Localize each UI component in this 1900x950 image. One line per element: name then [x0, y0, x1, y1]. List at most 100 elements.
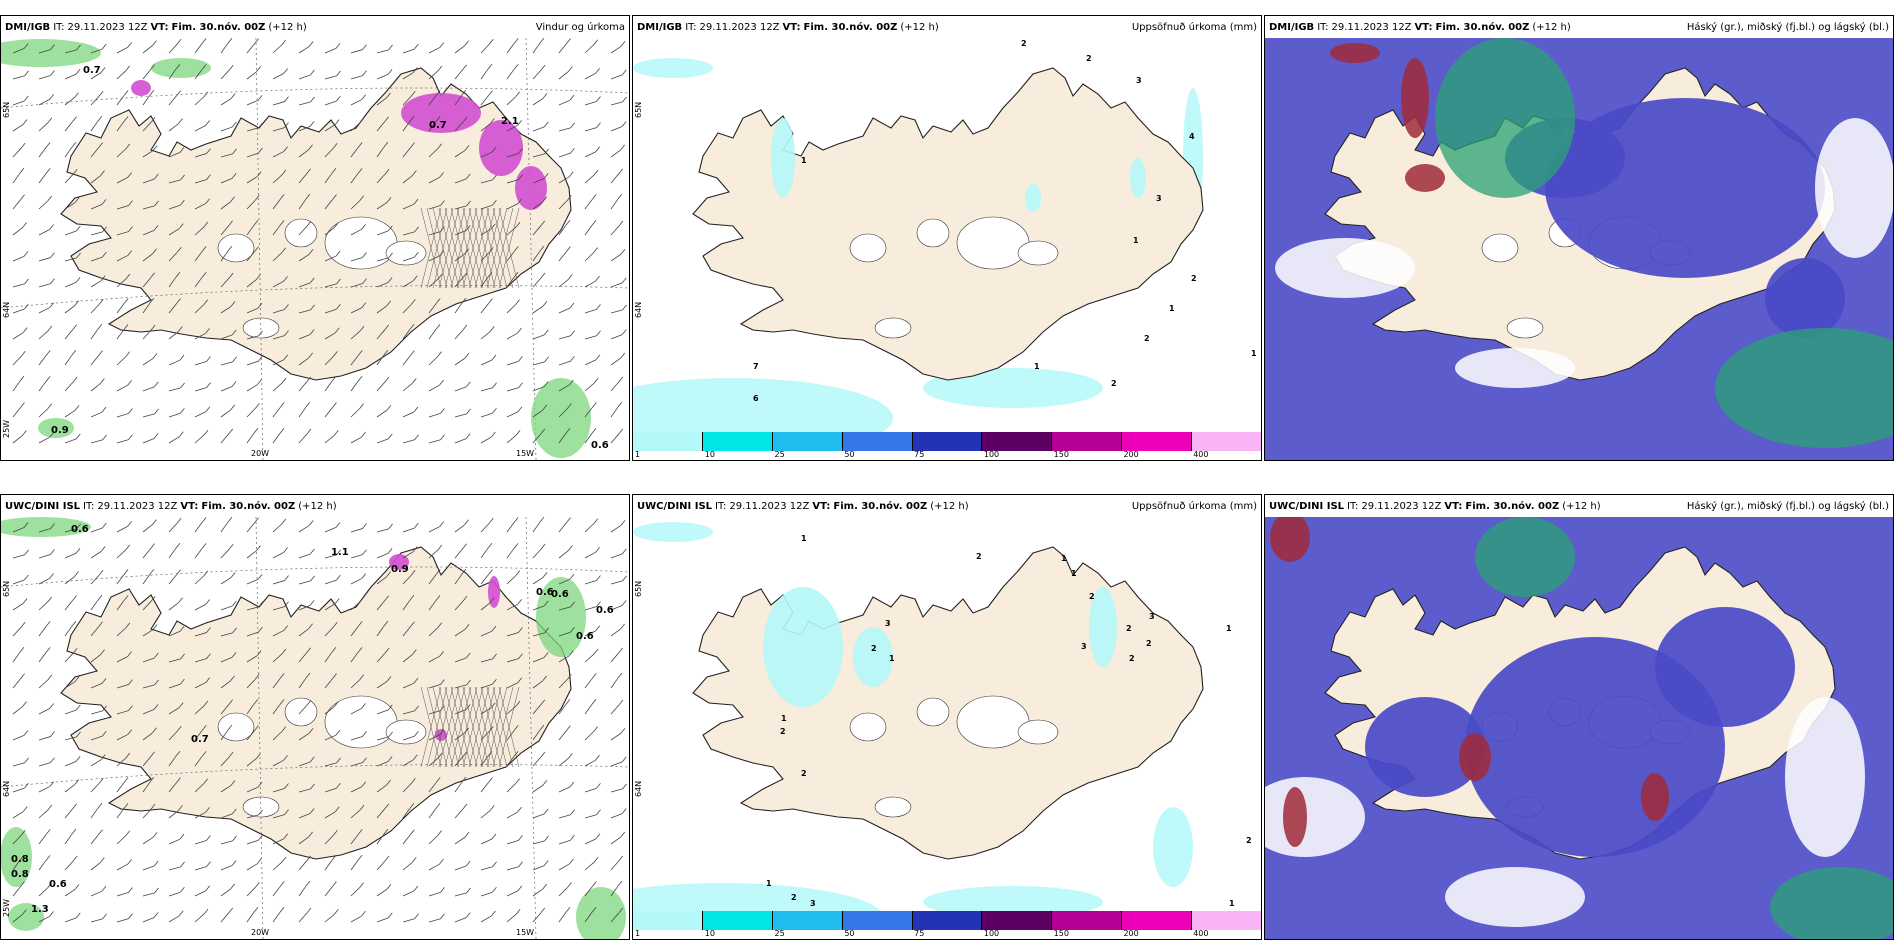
- value-label: 1: [1034, 362, 1040, 371]
- precip-colorbar: [633, 432, 1261, 452]
- valid-time: Fim. 30.nóv. 00Z: [171, 21, 266, 33]
- iceland-coastline: [692, 67, 1204, 381]
- axis-label: 64N: [2, 781, 11, 797]
- cloud-clear: [1275, 238, 1415, 298]
- panel-wind-uwc: UWC/DINI ISL IT: 29.11.2023 12Z VT: Fim.…: [0, 494, 630, 940]
- value-label: 1.3: [31, 904, 49, 915]
- glacier-patch: [324, 695, 398, 749]
- axis-label: 65N: [2, 581, 11, 597]
- panel-cloud-uwc: UWC/DINI ISL IT: 29.11.2023 12Z VT: Fim.…: [1264, 494, 1894, 940]
- panel-title: Uppsöfnuð úrkoma (mm): [1131, 21, 1257, 33]
- precip-band: [763, 587, 843, 707]
- map-cloud[interactable]: [1265, 38, 1893, 460]
- glacier-patch: [1481, 233, 1519, 263]
- value-label: 1: [889, 654, 895, 663]
- value-label: 4: [1189, 132, 1195, 141]
- value-label: 2: [801, 769, 807, 778]
- wind-barbs: [12, 517, 627, 923]
- colorbar-tick-label: 25: [774, 450, 785, 459]
- colorbar-tick-label: 200: [1123, 450, 1139, 459]
- map-precip[interactable]: 2 2 3 4 3 1 2 1 1 1 2 2 7 6 1 65N 64N: [633, 38, 1261, 460]
- cloud-high: [1475, 517, 1575, 597]
- cloud-high: [1715, 328, 1893, 448]
- panel-header: DMI/IGB IT: 29.11.2023 12Z VT: Fim. 30.n…: [633, 16, 1261, 38]
- value-label: 2: [1129, 654, 1135, 663]
- it-label: IT:: [1317, 21, 1329, 33]
- colorbar-segment: [1052, 432, 1123, 452]
- colorbar-labels: 1 10 25 50 75 100 150 200 400: [633, 450, 1261, 460]
- map-cloud[interactable]: [1265, 517, 1893, 939]
- vt-label: VT:: [180, 500, 199, 512]
- panel-title: Háský (gr.), miðský (fj.bl.) og lágský (…: [1686, 21, 1889, 33]
- model-name: UWC/DINI ISL: [5, 500, 81, 512]
- value-label: 2: [1126, 624, 1132, 633]
- init-time: 29.11.2023 12Z: [1361, 500, 1442, 512]
- value-label: 0.7: [429, 120, 447, 131]
- colorbar-tick-label: 10: [704, 929, 715, 938]
- value-label: 1: [1226, 624, 1232, 633]
- model-name: DMI/IGB: [1269, 21, 1315, 33]
- axis-label: 20W: [251, 449, 269, 458]
- precip-patch: [1, 39, 101, 67]
- cloud-convective: [1283, 787, 1307, 847]
- graticule: [1, 38, 629, 460]
- value-label: 3: [1081, 642, 1087, 651]
- value-label: 7: [753, 362, 759, 371]
- value-label: 0.6: [49, 879, 67, 890]
- valid-time: Fim. 30.nóv. 00Z: [833, 500, 928, 512]
- colorbar-tick-label: 1: [635, 450, 641, 459]
- panel-wind-dmi: DMI/IGB IT: 29.11.2023 12Z VT: Fim. 30.n…: [0, 15, 630, 461]
- axis-label: 20W: [251, 928, 269, 937]
- axis-label: 64N: [634, 781, 643, 797]
- wind-barbs: [12, 38, 627, 444]
- value-label: 0.7: [83, 65, 101, 76]
- colorbar-tick-label: 400: [1193, 450, 1209, 459]
- value-label: 1: [1251, 349, 1257, 358]
- valid-time: Fim. 30.nóv. 00Z: [201, 500, 296, 512]
- value-label: 3: [1149, 612, 1155, 621]
- init-time: 29.11.2023 12Z: [67, 21, 148, 33]
- panel-title: Háský (gr.), miðský (fj.bl.) og lágský (…: [1686, 500, 1889, 512]
- value-label: 1: [1071, 569, 1077, 578]
- value-label: 0.6: [551, 589, 569, 600]
- colorbar-tick-label: 50: [844, 450, 855, 459]
- value-label: 0.8: [11, 854, 29, 865]
- colorbar-tick-label: 50: [844, 929, 855, 938]
- map-wind[interactable]: 0.7 0.7 2.1 0.9 0.6 20W 15W 65N 64N 25W: [1, 38, 629, 460]
- glacier-patch: [217, 712, 255, 742]
- value-label: 0.9: [391, 564, 409, 575]
- value-label: 1: [1061, 554, 1067, 563]
- glacier-patch: [916, 218, 950, 248]
- colorbar-segment: [842, 911, 913, 931]
- glacier-patch: [849, 233, 887, 263]
- glacier-patch: [324, 216, 398, 270]
- value-label: 1: [1133, 236, 1139, 245]
- value-label: 2: [1191, 274, 1197, 283]
- cloud-convective: [1270, 517, 1310, 562]
- value-label: 1: [1169, 304, 1175, 313]
- colorbar-tick-label: 150: [1053, 929, 1069, 938]
- colorbar-segment: [1192, 432, 1261, 452]
- map-wind[interactable]: 0.6 1.1 0.9 0.6 0.6 0.6 0.6 0.7 0.8 0.8 0.6 1.3 20W 1…: [1, 517, 629, 939]
- glacier-patch: [874, 317, 912, 339]
- value-label: 2: [1246, 836, 1252, 845]
- colorbar-segment: [1122, 432, 1193, 452]
- value-label: 2: [976, 552, 982, 561]
- value-label: 1: [801, 156, 807, 165]
- precip-heavy: [401, 93, 481, 133]
- cloud-clear: [1455, 348, 1575, 388]
- precip-heavy: [479, 120, 523, 176]
- map-precip[interactable]: 121122322332112212533221165N64N: [633, 517, 1261, 939]
- snow-hatch: [420, 686, 520, 768]
- glacier-patch: [874, 796, 912, 818]
- glacier-patch: [1506, 317, 1544, 339]
- precip-heavy: [515, 166, 547, 210]
- valid-time: Fim. 30.nóv. 00Z: [1465, 500, 1560, 512]
- precip-band: [771, 118, 795, 198]
- vt-label: VT:: [150, 21, 169, 33]
- value-label: 3: [885, 619, 891, 628]
- it-label: IT:: [1347, 500, 1359, 512]
- colorbar-segment: [772, 432, 843, 452]
- cloud-clear: [1445, 867, 1585, 927]
